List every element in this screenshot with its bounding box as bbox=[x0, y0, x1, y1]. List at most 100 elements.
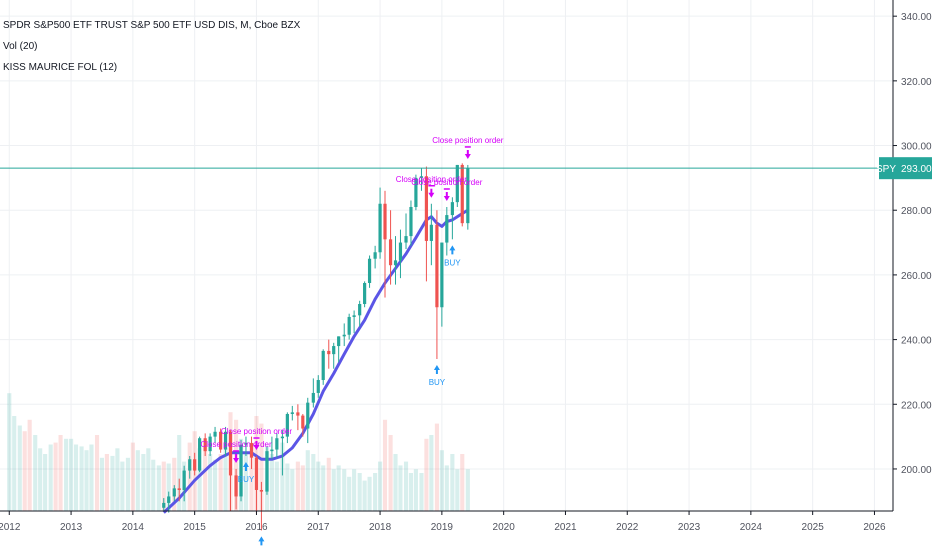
volume-bar bbox=[43, 454, 48, 511]
volume-bar bbox=[197, 448, 202, 511]
candle-body bbox=[332, 346, 336, 355]
candle-body bbox=[290, 412, 294, 414]
volume-bar bbox=[27, 419, 32, 511]
volume-bar bbox=[208, 454, 213, 511]
x-tick-label: 2022 bbox=[616, 522, 639, 533]
candle-body bbox=[429, 224, 433, 241]
volume-legend[interactable]: Vol (20) bbox=[3, 41, 38, 52]
volume-bar bbox=[373, 473, 378, 511]
volume-bar bbox=[311, 454, 316, 511]
y-tick-label: 260.00 bbox=[901, 271, 932, 282]
volume-bar bbox=[388, 435, 393, 511]
buy-arrow-icon bbox=[242, 462, 249, 472]
volume-bar bbox=[99, 457, 105, 511]
volume-bar bbox=[64, 438, 69, 511]
close-label: Close position order bbox=[200, 440, 271, 449]
volume-bar bbox=[434, 423, 439, 511]
x-tick-label: 2026 bbox=[863, 522, 886, 533]
candle-body bbox=[177, 488, 181, 490]
volume-bar bbox=[357, 473, 362, 511]
candle-body bbox=[363, 282, 367, 305]
signals: Close position order Close position order… bbox=[200, 136, 503, 550]
volume-bar bbox=[450, 454, 455, 511]
close-label: Close position order bbox=[411, 178, 482, 187]
indicator-legend[interactable]: KISS MAURICE FOL (12) bbox=[3, 62, 118, 73]
volume-bar bbox=[22, 431, 27, 511]
close-arrow-icon bbox=[428, 188, 435, 198]
candle-body bbox=[435, 224, 439, 308]
x-tick-label: 2014 bbox=[122, 522, 145, 533]
candle-body bbox=[172, 488, 176, 497]
y-tick-label: 220.00 bbox=[901, 400, 932, 411]
volume-bar bbox=[295, 461, 300, 511]
volume-bar bbox=[7, 393, 12, 511]
volume-bar bbox=[362, 480, 367, 511]
volume-bar bbox=[151, 459, 156, 511]
axes: 200.00 220.00 240.00 260.00 280.00 300.00 320.… bbox=[0, 0, 932, 533]
candle-body bbox=[398, 242, 403, 261]
buy-label: BUY bbox=[444, 258, 461, 267]
volume-bar bbox=[53, 442, 58, 511]
ma-path bbox=[162, 208, 469, 514]
volume-bar bbox=[17, 425, 22, 511]
candle-body bbox=[244, 443, 248, 445]
close-arrow-icon bbox=[233, 453, 240, 463]
volume-bar bbox=[172, 457, 177, 511]
candle-body bbox=[404, 236, 408, 243]
candle-body bbox=[327, 350, 331, 355]
chart-title[interactable]: SPDR S&P500 ETF TRUST S&P 500 ETF USD DI… bbox=[3, 20, 301, 31]
volume-bar bbox=[110, 455, 115, 511]
candle-body bbox=[223, 431, 228, 450]
volume-bar bbox=[290, 469, 295, 511]
volume-bar bbox=[460, 454, 465, 511]
volume-bar bbox=[12, 416, 17, 511]
candle-body bbox=[285, 413, 289, 437]
volume-bar bbox=[120, 461, 125, 511]
candle-body bbox=[378, 203, 382, 253]
y-tick-label: 340.00 bbox=[901, 12, 932, 23]
y-tick-label: 280.00 bbox=[901, 206, 932, 217]
buy-arrow-icon bbox=[258, 536, 265, 546]
candle-body bbox=[208, 436, 212, 452]
candle-body bbox=[367, 258, 372, 283]
candle-body bbox=[393, 260, 398, 266]
candle-body bbox=[219, 431, 223, 450]
buy-label: BUY bbox=[429, 378, 446, 387]
y-tick-label: 200.00 bbox=[901, 465, 932, 476]
candle-body bbox=[414, 177, 418, 207]
candle-body bbox=[265, 451, 269, 492]
candle-body bbox=[167, 496, 171, 503]
x-tick-label: 2013 bbox=[60, 522, 83, 533]
volume-bar bbox=[38, 448, 43, 511]
candle-body bbox=[373, 252, 377, 259]
candle-body bbox=[409, 206, 413, 237]
candle-body bbox=[445, 215, 449, 243]
volume-bar bbox=[166, 463, 171, 511]
candle-body bbox=[182, 470, 186, 490]
x-tick-label: 2015 bbox=[184, 522, 207, 533]
volume-bar bbox=[243, 454, 249, 511]
candle-body bbox=[213, 431, 217, 437]
volume-bar bbox=[347, 476, 352, 511]
candle-body bbox=[337, 336, 341, 347]
candle-body bbox=[440, 242, 444, 308]
volume-bar bbox=[125, 457, 130, 511]
volume-bar bbox=[213, 459, 218, 511]
volume-bar bbox=[424, 438, 429, 511]
candle-body bbox=[198, 438, 202, 471]
x-tick-label: 2021 bbox=[554, 522, 577, 533]
close-arrow-icon bbox=[253, 441, 260, 451]
y-tick-label: 320.00 bbox=[901, 77, 932, 88]
moving-average-line bbox=[162, 208, 469, 514]
volume-bar bbox=[259, 423, 264, 511]
volume-bar bbox=[444, 465, 449, 511]
volume-bar bbox=[84, 450, 89, 511]
candle-body bbox=[301, 415, 305, 429]
volume-bar bbox=[130, 442, 135, 511]
volume-bar bbox=[398, 465, 403, 511]
candle-body bbox=[321, 350, 325, 381]
candle-body bbox=[228, 431, 233, 476]
volume-bar bbox=[135, 450, 140, 511]
candle-body bbox=[239, 444, 243, 497]
